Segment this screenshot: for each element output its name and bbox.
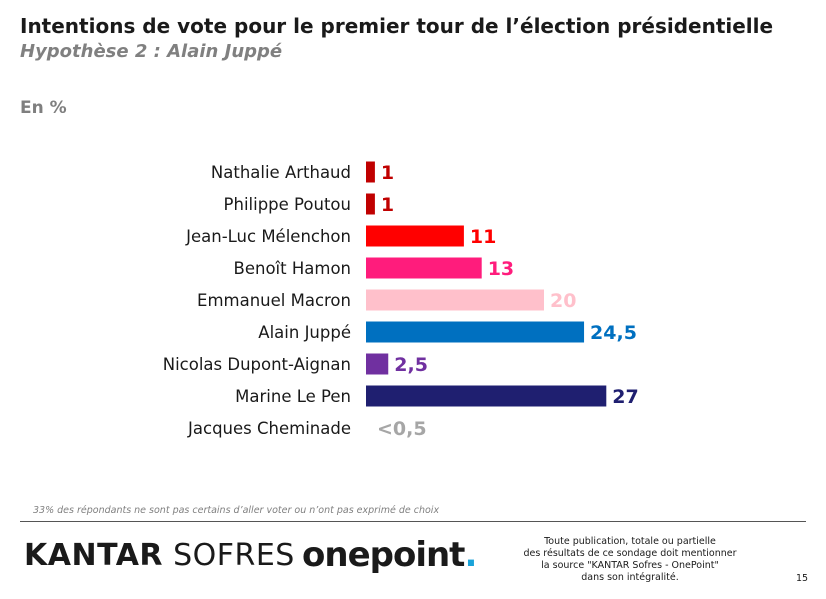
value-label: 1 [381, 194, 394, 216]
chart-title: Intentions de vote pour le premier tour … [20, 14, 774, 38]
category-label: Alain Juppé [258, 323, 351, 342]
value-label: 24,5 [590, 322, 637, 344]
category-label: Nicolas Dupont-Aignan [163, 355, 351, 374]
category-label: Emmanuel Macron [197, 291, 351, 310]
footnote: 33% des répondants ne sont pas certains … [33, 505, 440, 516]
legal-line: Toute publication, totale ou partielle [544, 536, 716, 547]
value-label: 1 [381, 162, 394, 184]
onepoint-logo: onepoint. [302, 535, 477, 575]
category-label: Marine Le Pen [235, 387, 351, 406]
page-number: 15 [796, 573, 809, 584]
sofres-logo-word: SOFRES [173, 538, 295, 573]
value-label: 11 [470, 226, 496, 248]
category-label: Jean-Luc Mélenchon [185, 227, 351, 246]
category-label: Benoît Hamon [234, 259, 351, 278]
legal-line: dans son intégralité. [581, 572, 679, 583]
bar [366, 225, 464, 247]
value-label: 27 [612, 386, 638, 408]
value-label: 2,5 [394, 354, 428, 376]
footer-divider [20, 521, 806, 522]
legal-line: des résultats de ce sondage doit mention… [523, 548, 737, 559]
value-label: <0,5 [377, 418, 427, 440]
category-label: Jacques Cheminade [187, 419, 351, 438]
legal-notice: Toute publication, totale ou partielle d… [505, 536, 755, 584]
unit-label: En % [20, 98, 67, 118]
bar [366, 289, 544, 311]
kantar-logo-word: KANTAR [24, 538, 164, 573]
category-label: Philippe Poutou [224, 195, 351, 214]
bar [366, 353, 389, 375]
bar [366, 321, 585, 343]
chart-subtitle: Hypothèse 2 : Alain Juppé [20, 41, 283, 62]
value-label: 13 [488, 258, 514, 280]
value-label: 20 [550, 290, 576, 312]
onepoint-logo-dot: . [464, 535, 477, 575]
kantar-sofres-logo: KANTAR SOFRES [24, 538, 295, 573]
legal-line: la source "KANTAR Sofres - OnePoint" [541, 560, 719, 571]
bar [366, 193, 375, 215]
bar-chart: Nathalie Arthaud 1 Philippe Poutou 1 Jean-Lu… [163, 161, 639, 440]
onepoint-logo-word: onepoint [302, 535, 465, 575]
bar [366, 161, 375, 183]
category-label: Nathalie Arthaud [211, 163, 351, 182]
bar [366, 257, 482, 279]
bar [366, 385, 607, 407]
